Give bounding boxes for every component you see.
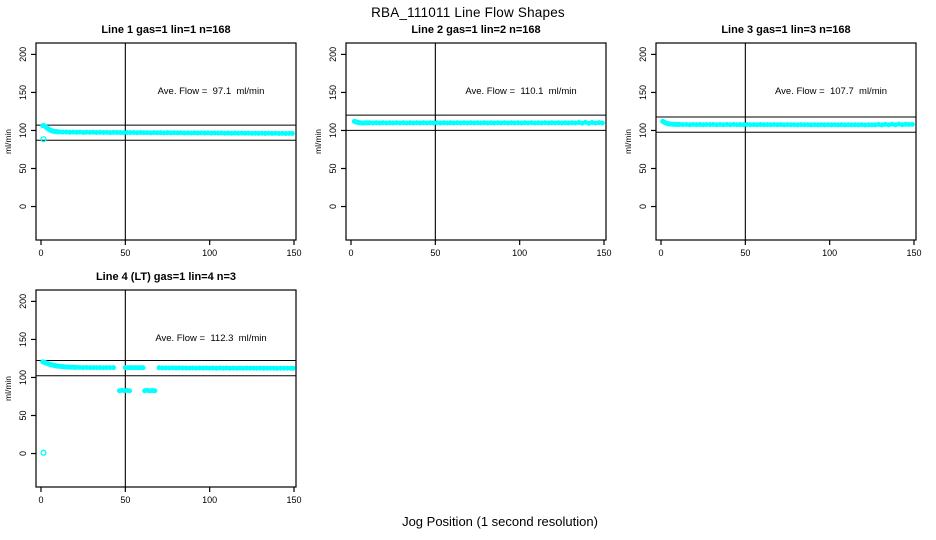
data-point [111, 365, 117, 371]
data-point [140, 365, 146, 371]
outlier-point [40, 136, 47, 143]
scatter-points [660, 118, 915, 128]
data-point [152, 388, 158, 394]
x-tick-label: 100 [202, 248, 217, 258]
y-tick-label: 50 [328, 163, 338, 173]
panel-2: Line 2 gas=1 lin=2 n=168 0 50 100 150 0 50 100 1… [313, 24, 612, 258]
x-tick-label: 50 [120, 495, 130, 505]
data-point [909, 121, 915, 127]
x-tick-label: 50 [120, 248, 130, 258]
x-tick-label: 50 [740, 248, 750, 258]
y-tick-label: 100 [18, 370, 28, 385]
panel-4: Line 4 (LT) gas=1 lin=4 n=3 0 50 100 150 0 50 1… [3, 271, 302, 505]
y-tick-label: 0 [18, 204, 28, 209]
panel-1: Line 1 gas=1 lin=1 n=168 0 50 100 150 0 50 100 1… [3, 24, 302, 258]
figure-title: RBA_111011 Line Flow Shapes [371, 5, 565, 20]
x-tick-label: 50 [430, 248, 440, 258]
ave-flow-annotation: Ave. Flow = 97.1 ml/min [158, 86, 265, 97]
data-point [289, 130, 295, 136]
y-tick-label: 0 [638, 204, 648, 209]
y-axis-label: ml/min [313, 129, 323, 154]
plot-box [345, 42, 607, 241]
y-tick-label: 150 [638, 85, 648, 100]
y-tick-label: 100 [328, 123, 338, 138]
data-point [599, 120, 605, 126]
scatter-points [40, 123, 295, 143]
x-tick-label: 0 [38, 248, 43, 258]
y-tick-label: 200 [18, 47, 28, 62]
x-tick-label: 0 [658, 248, 663, 258]
panel-3: Line 3 gas=1 lin=3 n=168 0 50 100 150 0 50 100 1… [623, 24, 922, 258]
y-tick-label: 150 [18, 85, 28, 100]
y-tick-label: 0 [328, 204, 338, 209]
x-tick-label: 150 [286, 248, 301, 258]
x-tick-label: 150 [906, 248, 921, 258]
plot-box [655, 42, 917, 241]
scatter-points [351, 118, 605, 126]
y-tick-label: 150 [18, 332, 28, 347]
y-tick-label: 50 [18, 410, 28, 420]
y-tick-label: 100 [638, 123, 648, 138]
data-point [127, 388, 133, 394]
ave-flow-annotation: Ave. Flow = 112.3 ml/min [155, 333, 266, 344]
y-tick-label: 50 [18, 163, 28, 173]
panel-title: Line 4 (LT) gas=1 lin=4 n=3 [96, 271, 236, 283]
ave-flow-annotation: Ave. Flow = 107.7 ml/min [775, 86, 887, 97]
y-axis-label: ml/min [623, 129, 633, 154]
y-tick-label: 100 [18, 123, 28, 138]
x-tick-label: 0 [38, 495, 43, 505]
y-tick-label: 0 [18, 451, 28, 456]
plot-box [35, 289, 297, 488]
data-point [290, 365, 296, 371]
x-tick-label: 150 [286, 495, 301, 505]
plot-box [35, 42, 297, 241]
panel-title: Line 1 gas=1 lin=1 n=168 [101, 24, 230, 36]
x-tick-label: 150 [596, 248, 611, 258]
x-tick-label: 100 [202, 495, 217, 505]
x-tick-label: 100 [822, 248, 837, 258]
x-tick-label: 100 [512, 248, 527, 258]
y-tick-label: 50 [638, 163, 648, 173]
scatter-points [40, 359, 296, 456]
y-axis-label: ml/min [3, 129, 13, 154]
ave-flow-annotation: Ave. Flow = 110.1 ml/min [465, 86, 576, 97]
panel-title: Line 2 gas=1 lin=2 n=168 [411, 24, 540, 36]
x-axis-label: Jog Position (1 second resolution) [402, 514, 598, 529]
y-axis-label: ml/min [3, 376, 13, 401]
y-tick-label: 200 [638, 47, 648, 62]
panel-title: Line 3 gas=1 lin=3 n=168 [721, 24, 850, 36]
x-tick-label: 0 [348, 248, 353, 258]
y-tick-label: 200 [328, 47, 338, 62]
outlier-point [40, 449, 47, 456]
y-tick-label: 200 [18, 294, 28, 309]
y-tick-label: 150 [328, 85, 338, 100]
